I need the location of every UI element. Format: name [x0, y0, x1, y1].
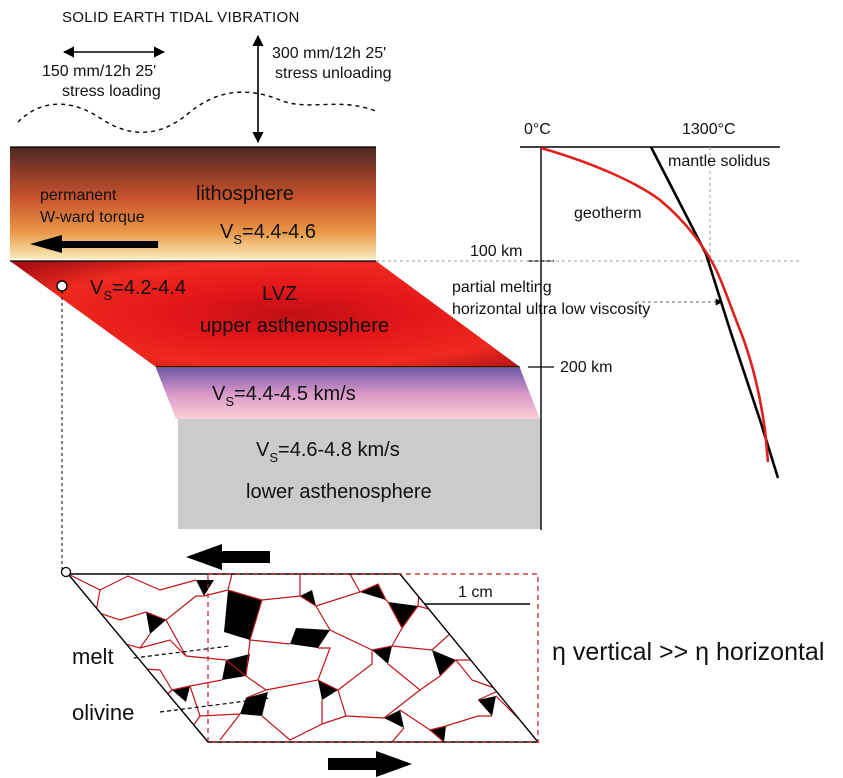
geotherm-label: geotherm — [574, 205, 642, 222]
diagram-title: SOLID EARTH TIDAL VIBRATION — [62, 9, 300, 26]
lithosphere-layer: lithosphere VS=4.4-4.6 permanent W-ward … — [10, 146, 376, 259]
unloading-value: 300 mm/12h 25' — [272, 45, 386, 62]
torque-line1: permanent — [40, 187, 117, 204]
westward-torque-arrow — [30, 235, 158, 253]
lithosphere-block — [10, 147, 376, 259]
lower-shear-arrow — [328, 751, 412, 777]
solidus-label: mantle solidus — [668, 153, 770, 170]
mid-layer-vs: VS=4.4-4.5 km/s — [212, 383, 356, 409]
lithosphere-vs: VS=4.4-4.6 — [220, 221, 316, 247]
lvz-vs: VS=4.2-4.4 — [90, 277, 186, 303]
microstructure-origin-marker — [60, 566, 72, 578]
lvz-label: LVZ — [262, 283, 297, 305]
depth-200-label: 200 km — [560, 359, 612, 376]
lvz-subname: upper asthenosphere — [200, 315, 389, 337]
lower-layer-label: lower asthenosphere — [246, 481, 432, 503]
lvz-layer: VS=4.2-4.4 LVZ upper asthenosphere — [10, 260, 520, 368]
melt-label: melt — [72, 644, 114, 669]
tidal-wave-curve — [17, 91, 379, 134]
olivine-pointer — [159, 697, 271, 713]
tidal-wave-group: 150 mm/12h 25' stress loading 300 mm/12h… — [17, 34, 392, 144]
lower-asthenosphere-layer: VS=4.6-4.8 km/s lower asthenosphere — [178, 419, 541, 529]
sample-point-marker — [56, 280, 68, 292]
torque-line2: W-ward torque — [40, 209, 145, 226]
loading-label: stress loading — [62, 83, 161, 100]
temperature-profile: 0°C 1300°C mantle solidus geotherm 100 k… — [452, 121, 780, 479]
melt-pointer — [133, 645, 231, 659]
loading-value: 150 mm/12h 25' — [42, 63, 156, 80]
geotherm-curve — [540, 146, 770, 463]
melting-line1: partial melting — [452, 279, 552, 296]
scale-label: 1 cm — [458, 584, 493, 601]
mantle-solidus-curve — [649, 146, 780, 479]
upper-shear-arrow — [186, 544, 270, 570]
temp-max-label: 1300°C — [682, 121, 736, 138]
melting-line2: horizontal ultra low viscosity — [452, 301, 650, 318]
olivine-microstructure: 1 cm melt olivine η vertical >> η horizo… — [60, 566, 824, 743]
mid-layer-block — [156, 368, 540, 419]
depth-100-label: 100 km — [470, 243, 522, 260]
lower-layer-vs: VS=4.6-4.8 km/s — [256, 439, 400, 465]
temp-min-label: 0°C — [524, 121, 551, 138]
mid-asthenosphere-layer: VS=4.4-4.5 km/s — [156, 368, 540, 419]
dashed-frame — [207, 573, 539, 743]
lvz-block — [10, 261, 520, 367]
lower-layer-block — [178, 419, 541, 529]
viscosity-statement: η vertical >> η horizontal — [552, 638, 824, 666]
lithosphere-label: lithosphere — [196, 183, 294, 205]
unloading-label: stress unloading — [275, 65, 392, 82]
olivine-label: olivine — [72, 700, 134, 725]
